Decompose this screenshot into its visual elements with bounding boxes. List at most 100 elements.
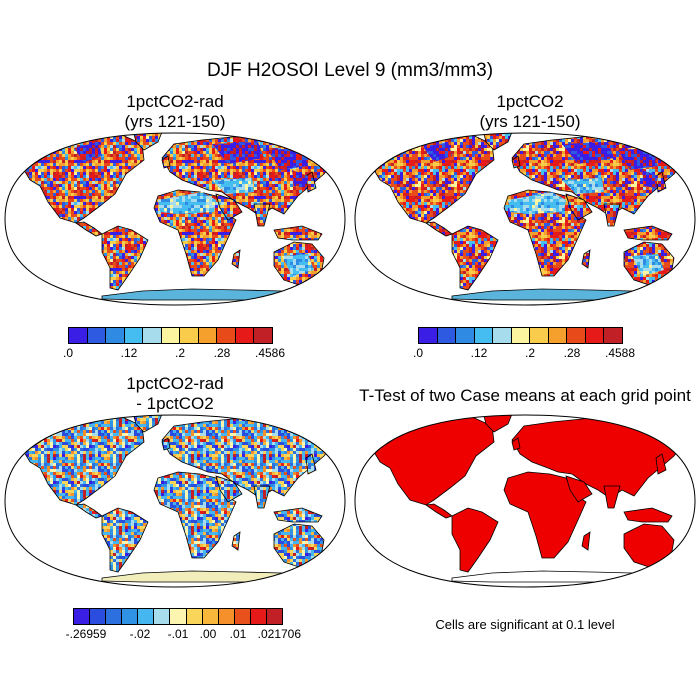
colorbar-swatch — [106, 609, 123, 624]
colorbar-swatch — [138, 609, 155, 624]
colorbar-swatch — [235, 328, 255, 343]
colorbar-swatch — [124, 328, 144, 343]
central-asia-region — [212, 178, 254, 194]
colorbar-swatch — [106, 328, 125, 343]
map-land-layer — [373, 133, 689, 301]
land-greenland — [133, 415, 163, 433]
map-frame — [354, 414, 696, 588]
panel-title-bottom-left: 1pctCO2-rad - 1pctCO2 — [50, 374, 300, 414]
land-south-america — [101, 507, 149, 573]
land-japan — [655, 453, 667, 475]
colorbar-swatch — [530, 328, 549, 343]
map-top-left — [4, 132, 346, 306]
sahara-region — [508, 192, 566, 214]
land-arabia — [215, 193, 243, 221]
colorbar-top-right — [418, 327, 623, 344]
land-madagascar — [231, 531, 241, 551]
panel-title-bottom-right: T-Test of two Case means at each grid po… — [359, 386, 691, 405]
high-latitude-region — [212, 142, 264, 164]
central-asia-region — [562, 178, 604, 194]
land-africa — [153, 471, 237, 559]
colorbar-swatch — [122, 609, 139, 624]
map-frame — [354, 132, 696, 306]
land-greenland — [483, 133, 513, 151]
panel-title-top-left: 1pctCO2-rad (yrs 121-150) — [50, 92, 300, 132]
colorbar-tick: .2 — [174, 346, 186, 360]
colorbar-tick: .12 — [120, 346, 138, 360]
colorbar-swatch — [234, 609, 251, 624]
colorbar-tick: .00 — [199, 627, 217, 641]
colorbar-swatch — [585, 328, 605, 343]
land-madagascar — [581, 531, 591, 551]
colorbar-tick: .28 — [213, 346, 231, 360]
central-australia-region — [282, 254, 314, 276]
land-new-zealand — [329, 277, 339, 293]
panel-title-line1: 1pctCO2-rad — [126, 92, 224, 111]
map-bottom-right — [354, 414, 696, 588]
colorbar-swatch — [419, 328, 438, 343]
panel-title-line1: 1pctCO2 — [496, 92, 564, 111]
colorbar-swatch — [87, 328, 107, 343]
panel-title-line2: (yrs 121-150) — [124, 112, 226, 131]
land-uk — [511, 155, 521, 169]
panel-title-line2: - 1pctCO2 — [136, 394, 214, 413]
colorbar-tick: .01 — [229, 627, 247, 641]
colorbar-tick: .4588 — [604, 346, 636, 360]
land-uk — [161, 437, 171, 451]
colorbar-swatch — [548, 328, 568, 343]
land-africa — [503, 471, 587, 559]
land-arabia — [565, 475, 593, 503]
colorbar-swatch — [250, 609, 267, 624]
land-indonesia — [273, 225, 323, 241]
sahara-region — [158, 192, 216, 214]
colorbar-swatch — [567, 328, 586, 343]
colorbar-swatch — [437, 328, 457, 343]
colorbar-top-left — [68, 327, 273, 344]
land-india — [253, 203, 271, 227]
figure-title: DJF H2OSOI Level 9 (mm3/mm3) — [206, 60, 494, 81]
land-new-zealand — [679, 277, 689, 293]
colorbar-swatch — [254, 328, 273, 343]
land-indonesia — [623, 225, 673, 241]
colorbar-tick: .2 — [524, 346, 536, 360]
significance-note: Cells are significant at 0.1 level — [435, 617, 615, 632]
land-greenland — [483, 415, 513, 433]
colorbar-swatch — [202, 609, 219, 624]
land-south-america — [101, 225, 149, 291]
colorbar-swatch — [161, 328, 181, 343]
central-australia-region — [632, 254, 664, 276]
high-latitude-region — [562, 142, 614, 164]
land-south-america — [451, 225, 499, 291]
map-frame — [4, 414, 346, 588]
land-indonesia — [273, 507, 323, 523]
colorbar-swatch — [456, 328, 475, 343]
colorbar-swatch — [90, 609, 107, 624]
colorbar-tick: .0 — [62, 346, 74, 360]
colorbar-swatch — [69, 328, 88, 343]
colorbar-swatch — [154, 609, 171, 624]
colorbar-swatch — [170, 609, 187, 624]
land-uk — [511, 437, 521, 451]
high-latitude-region — [74, 142, 102, 162]
land-india — [253, 485, 271, 509]
land-indonesia — [623, 507, 673, 523]
panel-title-line1: 1pctCO2-rad — [126, 374, 224, 393]
colorbar-tick: .28 — [563, 346, 581, 360]
panel-title-top-right: 1pctCO2 (yrs 121-150) — [405, 92, 655, 132]
colorbar-tick: .12 — [470, 346, 488, 360]
colorbar-tick: -.01 — [167, 627, 189, 641]
land-madagascar — [581, 249, 591, 269]
colorbar-swatch — [474, 328, 494, 343]
colorbar-swatch — [143, 328, 162, 343]
land-arabia — [215, 475, 243, 503]
colorbar-swatch — [180, 328, 199, 343]
panel-title-line2: (yrs 121-150) — [479, 112, 581, 131]
land-japan — [305, 171, 317, 193]
colorbar-tick: -.02 — [129, 627, 151, 641]
land-new-zealand — [679, 559, 689, 575]
colorbar-bottom-left — [73, 608, 283, 625]
colorbar-swatch — [604, 328, 623, 343]
land-japan — [655, 171, 667, 193]
land-japan — [305, 453, 317, 475]
colorbar-tick: .02 — [257, 627, 275, 641]
